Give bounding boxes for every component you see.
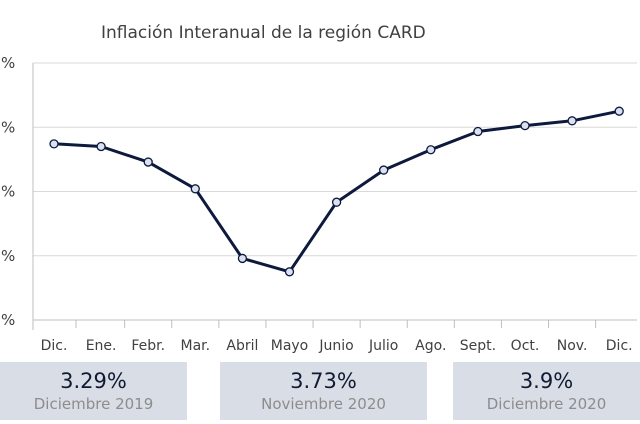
stat-card-dec-2020: 3.9% Diciembre 2020 [453,362,640,420]
x-tick-label: Julio [368,338,398,354]
x-axis-ticks: Dic. Ene. Febr. Mar. Abril Mayo Junio Julio Ago.… [41,338,633,354]
stat-card-nov-2020: 3.73% Noviembre 2020 [220,362,427,420]
stat-label: Diciembre 2019 [33,395,154,413]
x-tick-label: Mar. [181,338,211,354]
x-tick-label: Ago. [415,338,446,354]
data-point [49,139,59,149]
y-tick-label: % [1,183,15,201]
x-tick-label: Abril [226,338,258,354]
stat-label: Noviembre 2020 [261,395,386,413]
y-axis-ticks: %%%%% [1,54,15,329]
stat-card-dec-2019: 3.29% Diciembre 2019 [0,362,187,420]
data-point [426,145,436,155]
y-tick-label: % [1,247,15,265]
y-tick-label: % [1,118,15,136]
x-tick-label: Febr. [131,338,165,354]
series-layer [49,106,624,277]
data-point [331,197,342,207]
data-point [284,267,295,277]
x-tick-label: Junio [318,338,353,354]
stat-label: Diciembre 2020 [486,395,607,413]
x-tick-label: Nov. [557,338,588,354]
x-tick-label: Oct. [511,338,540,354]
y-tick-label: % [1,311,15,329]
data-point [96,141,106,152]
data-point [473,126,483,137]
inflation-line-chart: Inflación Interanual de la región CARD %… [1,23,637,354]
data-point [379,165,389,175]
data-point [567,116,577,126]
data-point [520,120,530,131]
data-point [237,253,248,264]
stat-value: 3.29% [60,369,127,393]
x-tick-label: Dic. [606,338,633,354]
x-tick-label: Sept. [460,338,496,354]
x-tick-label: Dic. [41,338,68,354]
grid-layer [32,62,637,330]
y-tick-label: % [1,54,15,72]
x-tick-label: Mayo [271,338,309,354]
stat-value: 3.73% [290,369,357,393]
x-tick-label: Ene. [86,338,117,354]
data-point [190,184,200,194]
data-point [143,157,153,167]
data-point [614,106,624,116]
stat-value: 3.9% [519,369,574,393]
chart-title: Inflación Interanual de la región CARD [101,23,426,43]
